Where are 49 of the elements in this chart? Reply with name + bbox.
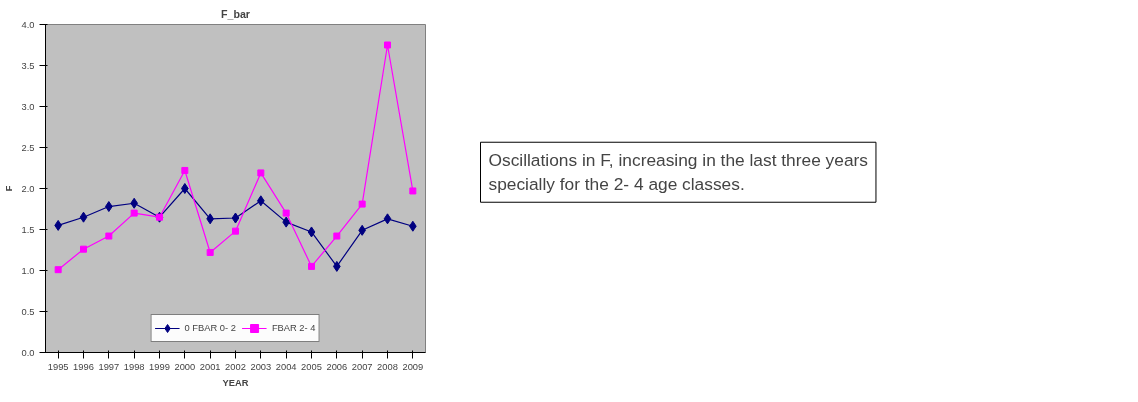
y-tick-label: 2.0 xyxy=(21,183,35,194)
chart-title: F_bar xyxy=(220,7,251,20)
point xyxy=(232,227,239,235)
point xyxy=(308,262,315,270)
y-tick-label: 0.0 xyxy=(21,347,35,358)
point xyxy=(206,248,214,256)
y-tick-label: 4.0 xyxy=(21,19,35,30)
point xyxy=(80,245,87,253)
point xyxy=(231,212,240,224)
point xyxy=(282,209,290,217)
point xyxy=(54,266,62,274)
y-axis-title: F xyxy=(3,185,14,192)
y-tick-label: 0.5 xyxy=(21,306,35,317)
x-tick-label: 2006 xyxy=(326,361,348,372)
x-tick-label: 2003 xyxy=(250,361,272,372)
y-tick-label: 2.5 xyxy=(21,142,35,153)
x-tick-label: 1996 xyxy=(73,361,94,372)
point xyxy=(383,213,392,225)
x-tick-label: 2007 xyxy=(351,361,373,372)
x-tick-label: 2008 xyxy=(377,361,398,372)
point xyxy=(409,187,417,195)
x-tick-label: 1999 xyxy=(149,361,170,372)
x-tick-label: 2009 xyxy=(402,361,424,372)
point xyxy=(105,232,113,240)
legend-label: FBAR 2- 4 xyxy=(271,323,316,333)
x-tick-label: 2004 xyxy=(275,361,297,372)
point xyxy=(181,183,189,194)
point xyxy=(181,166,189,174)
x-tick-label: 1995 xyxy=(47,361,69,372)
x-tick-label: 1998 xyxy=(123,361,145,372)
point xyxy=(307,226,316,238)
y-tick-label: 3.0 xyxy=(21,101,35,112)
legend-label: 0 FBAR 0- 2 xyxy=(184,323,236,333)
point xyxy=(333,232,341,240)
y-tick-label: 1.5 xyxy=(21,224,35,235)
x-tick-label: 1997 xyxy=(98,361,120,372)
x-tick-label: 2002 xyxy=(225,361,246,372)
x-tick-label: 2000 xyxy=(174,361,196,372)
point xyxy=(130,209,138,217)
text: Oscillations in F, increasing in the last three years specially for the 2- 4 age classes. xyxy=(488,150,869,195)
point xyxy=(257,169,265,177)
point xyxy=(358,200,366,208)
y-tick-label: 1.0 xyxy=(21,265,35,276)
point xyxy=(384,41,391,49)
x-tick-label: 2001 xyxy=(199,361,221,372)
x-axis-title: YEAR xyxy=(222,377,249,388)
y-tick-label: 3.5 xyxy=(21,60,35,71)
x-tick-label: 2005 xyxy=(301,361,322,372)
point xyxy=(79,211,88,223)
